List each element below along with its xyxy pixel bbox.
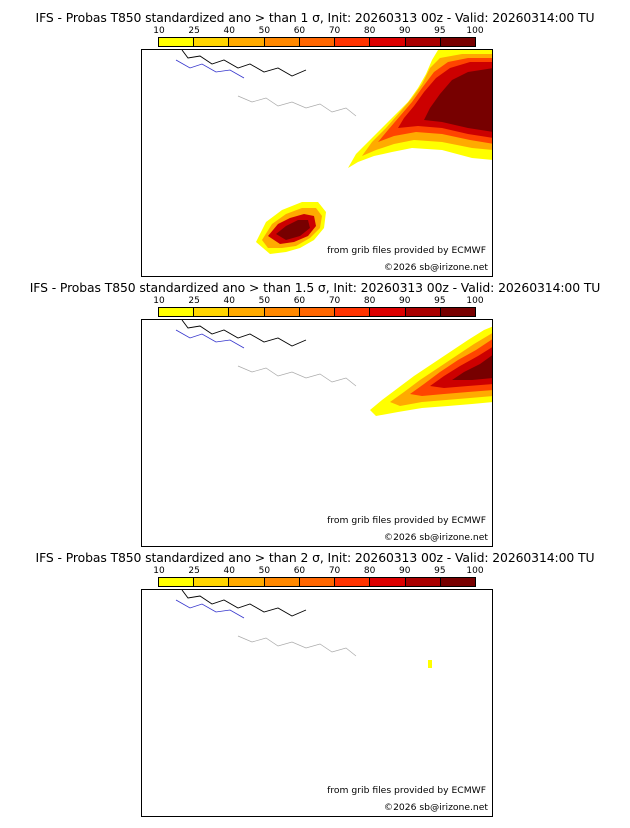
colorbar-segment (440, 38, 475, 46)
colorbar-segment (299, 308, 336, 316)
colorbar-strip (158, 307, 476, 317)
colorbar-tick-label: 50 (258, 26, 271, 36)
map-plot: from grib files provided by ECMWF ©2026 … (141, 49, 493, 277)
colorbar-segment (229, 578, 265, 586)
colorbar-segment (440, 578, 475, 586)
colorbar-tick-label: 90 (399, 296, 411, 306)
colorbar-tick-label: 100 (466, 566, 484, 576)
map-svg (175, 320, 492, 416)
probability-area-alps (348, 50, 492, 168)
colorbar-tick-label: 25 (188, 296, 200, 306)
colorbar-tick-label: 80 (363, 566, 376, 576)
colorbar-segment (229, 308, 265, 316)
colorbar-segment (299, 38, 336, 46)
map-svg (175, 50, 492, 254)
colorbar-tick-label: 95 (434, 296, 446, 306)
colorbar-segment (405, 308, 441, 316)
colorbar-segment (194, 38, 230, 46)
coastlines (181, 50, 307, 77)
colorbar-segment (370, 308, 406, 316)
colorbar: 10 25 40 50 60 70 80 90 95 100 (153, 296, 484, 317)
colorbar-segment (335, 38, 371, 46)
probability-area-small (428, 660, 432, 668)
colorbar: 10 25 40 50 60 70 80 90 95 100 (153, 26, 484, 47)
colorbar-tick-label: 40 (223, 26, 235, 36)
colorbar-segment (440, 308, 475, 316)
copyright-credit: ©2026 sb@irizone.net (383, 262, 488, 273)
colorbar-segment (370, 38, 406, 46)
colorbar-ticks: 10 25 40 50 60 70 80 90 95 100 (153, 26, 483, 36)
colorbar: 10 25 40 50 60 70 80 90 95 100 (153, 566, 484, 587)
colorbar-tick-label: 50 (258, 566, 271, 576)
colorbar-segment (405, 578, 441, 586)
colorbar-tick-label: 40 (223, 296, 235, 306)
rivers (175, 329, 245, 349)
colorbar-tick-label: 10 (153, 26, 165, 36)
colorbar-tick-label: 80 (363, 296, 376, 306)
colorbar-segment (159, 38, 195, 46)
panel-title: IFS - Probas T850 standardized ano > tha… (35, 10, 595, 25)
colorbar-tick-label: 100 (466, 26, 484, 36)
data-source-credit: from grib files provided by ECMWF (327, 785, 486, 796)
colorbar-tick-label: 25 (188, 26, 200, 36)
colorbar-segment (264, 38, 300, 46)
data-source-credit: from grib files provided by ECMWF (327, 245, 486, 256)
colorbar-segment (299, 578, 336, 586)
probability-area-spain (256, 202, 326, 254)
colorbar-tick-label: 70 (328, 566, 341, 576)
colorbar-tick-label: 95 (434, 566, 446, 576)
panel-title: IFS - Probas T850 standardized ano > tha… (35, 550, 595, 565)
colorbar-strip (158, 577, 476, 587)
colorbar-tick-label: 100 (466, 296, 484, 306)
data-source-credit: from grib files provided by ECMWF (327, 515, 486, 526)
colorbar-tick-label: 10 (153, 566, 165, 576)
probability-area-alps (370, 326, 492, 416)
rivers (175, 599, 245, 619)
panel-title: IFS - Probas T850 standardized ano > tha… (29, 280, 601, 295)
colorbar-segment (194, 308, 230, 316)
colorbar-ticks: 10 25 40 50 60 70 80 90 95 100 (153, 296, 483, 306)
colorbar-tick-label: 25 (188, 566, 200, 576)
colorbar-tick-label: 50 (258, 296, 271, 306)
coastlines (181, 590, 307, 617)
colorbar-tick-label: 90 (399, 26, 411, 36)
colorbar-segment (264, 308, 300, 316)
colorbar-tick-label: 10 (153, 296, 165, 306)
admin-borders (237, 95, 357, 117)
map-panel-1.5sigma: IFS - Probas T850 standardized ano > tha… (0, 270, 630, 547)
colorbar-segment (370, 578, 406, 586)
colorbar-tick-label: 90 (399, 566, 411, 576)
colorbar-tick-label: 60 (293, 296, 306, 306)
colorbar-strip (158, 37, 476, 47)
map-plot: from grib files provided by ECMWF ©2026 … (141, 319, 493, 547)
copyright-credit: ©2026 sb@irizone.net (383, 532, 488, 543)
map-plot: from grib files provided by ECMWF ©2026 … (141, 589, 493, 817)
map-panel-2sigma: IFS - Probas T850 standardized ano > tha… (0, 540, 630, 817)
colorbar-segment (335, 308, 371, 316)
colorbar-segment (194, 578, 230, 586)
colorbar-segment (159, 578, 195, 586)
copyright-credit: ©2026 sb@irizone.net (383, 802, 488, 813)
colorbar-tick-label: 60 (293, 26, 306, 36)
map-panel-1sigma: IFS - Probas T850 standardized ano > tha… (0, 0, 630, 277)
colorbar-segment (229, 38, 265, 46)
colorbar-tick-label: 95 (434, 26, 446, 36)
map-svg (175, 590, 432, 668)
colorbar-tick-label: 70 (328, 26, 341, 36)
admin-borders (237, 635, 357, 657)
colorbar-segment (405, 38, 441, 46)
colorbar-tick-label: 40 (223, 566, 235, 576)
colorbar-segment (264, 578, 300, 586)
rivers (175, 59, 245, 79)
admin-borders (237, 365, 357, 387)
colorbar-tick-label: 80 (363, 26, 376, 36)
colorbar-tick-label: 70 (328, 296, 341, 306)
colorbar-segment (335, 578, 371, 586)
coastlines (181, 320, 307, 347)
colorbar-ticks: 10 25 40 50 60 70 80 90 95 100 (153, 566, 483, 576)
colorbar-segment (159, 308, 195, 316)
colorbar-tick-label: 60 (293, 566, 306, 576)
